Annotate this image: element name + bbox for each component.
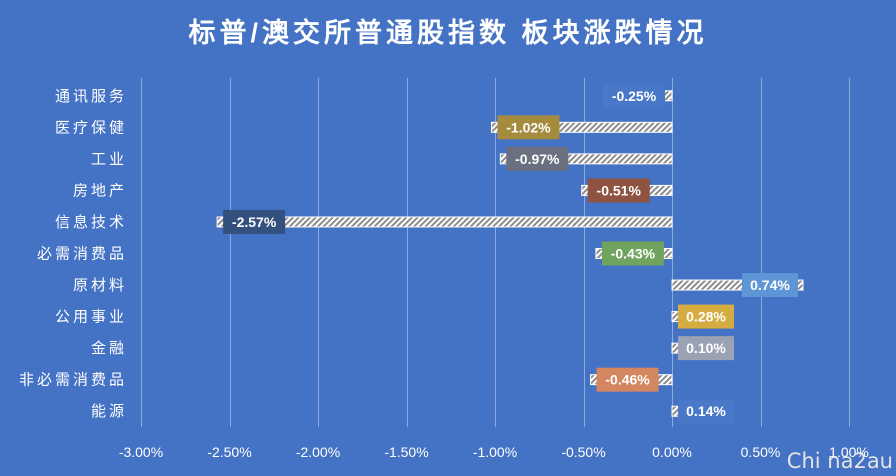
category-label: 非必需消费品 bbox=[19, 372, 127, 389]
value-axis: -3.00% -2.50% -2.00% -1.50% -1.00% -0.50% 0.00… bbox=[119, 444, 869, 460]
category-label: 房地产 bbox=[73, 182, 127, 199]
data-label: -0.25% bbox=[612, 88, 657, 104]
data-label-box bbox=[497, 115, 560, 140]
data-label-box bbox=[587, 178, 650, 203]
data-label-box bbox=[223, 209, 286, 234]
category-label: 医疗保健 bbox=[55, 119, 127, 136]
data-label: -0.46% bbox=[605, 372, 650, 388]
category-label: 原材料 bbox=[73, 277, 127, 294]
x-tick-label: -3.00% bbox=[119, 444, 163, 460]
data-label: -0.97% bbox=[515, 151, 560, 167]
x-tick-label: 0.50% bbox=[741, 444, 781, 460]
category-label: 必需消费品 bbox=[37, 246, 127, 263]
bar bbox=[671, 279, 804, 291]
x-tick-label: 0.00% bbox=[652, 444, 692, 460]
data-label: -1.02% bbox=[506, 119, 551, 135]
data-label: -2.57% bbox=[232, 214, 277, 230]
x-tick-label: -2.50% bbox=[207, 444, 251, 460]
data-label-box bbox=[603, 83, 665, 108]
category-label: 能源 bbox=[91, 403, 127, 420]
gridlines bbox=[141, 78, 850, 427]
category-label: 金融 bbox=[91, 340, 127, 357]
x-tick-label: -0.50% bbox=[561, 444, 605, 460]
chart-title: 标普/澳交所普通股指数 板块涨跌情况 bbox=[188, 18, 708, 48]
data-label-box bbox=[506, 146, 569, 171]
category-label: 信息技术 bbox=[55, 214, 127, 231]
category-label: 公用事业 bbox=[55, 309, 127, 326]
x-tick-label: 1.00% bbox=[829, 444, 869, 460]
data-labels: -0.25% -1.02% -0.97% -0.51% -2.57% -0.43% 0.74… bbox=[223, 83, 798, 424]
x-tick-label: -2.00% bbox=[296, 444, 340, 460]
bar bbox=[216, 216, 673, 228]
data-label: 0.14% bbox=[686, 403, 726, 419]
x-tick-label: -1.50% bbox=[384, 444, 428, 460]
data-label-box bbox=[678, 304, 734, 329]
data-label-box bbox=[678, 399, 734, 424]
data-label: -0.43% bbox=[611, 246, 656, 262]
data-label: 0.28% bbox=[686, 309, 726, 325]
category-label: 工业 bbox=[91, 151, 127, 168]
data-label: -0.51% bbox=[597, 182, 642, 198]
data-label: 0.10% bbox=[686, 340, 726, 356]
data-label-box bbox=[601, 241, 664, 266]
x-tick-label: -1.00% bbox=[473, 444, 517, 460]
data-label-box bbox=[678, 336, 734, 361]
data-label: 0.74% bbox=[750, 277, 790, 293]
bars bbox=[216, 90, 804, 417]
bar bbox=[490, 121, 673, 133]
data-label-box bbox=[596, 367, 659, 392]
watermark-logo: Chi na2au bbox=[786, 449, 893, 473]
bar bbox=[499, 153, 673, 165]
category-label: 通讯服务 bbox=[55, 88, 127, 105]
data-label-box bbox=[741, 273, 798, 298]
